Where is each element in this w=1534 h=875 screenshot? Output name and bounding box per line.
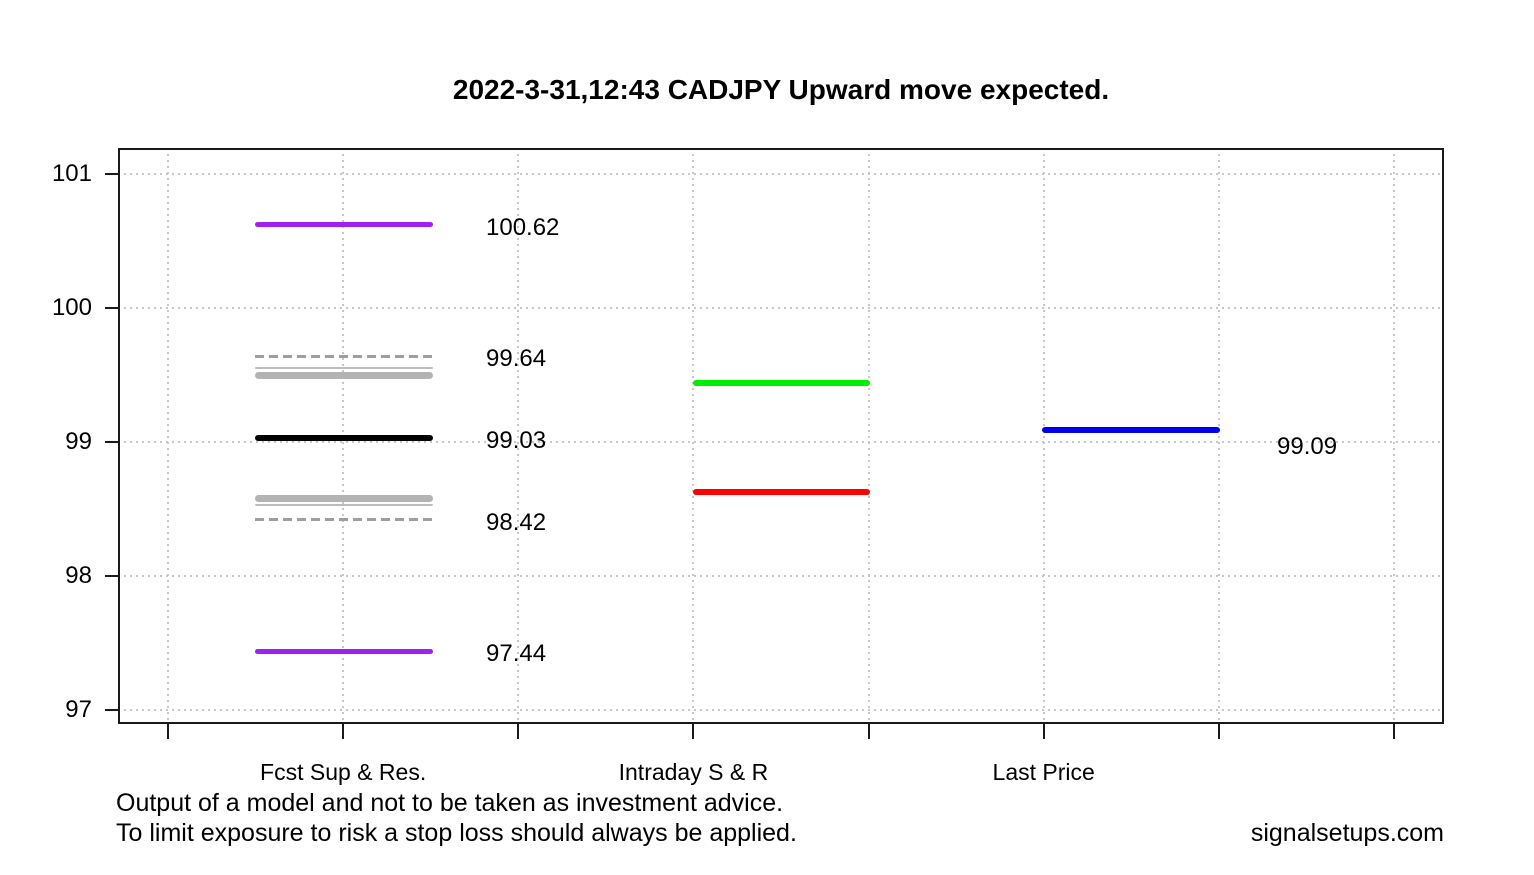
disclaimer-line-2: To limit exposure to risk a stop loss sh…	[116, 819, 797, 847]
data-segment-intraday-98.63	[693, 488, 870, 495]
data-segment-last-99.09	[1042, 426, 1220, 433]
y-axis-tick	[105, 575, 118, 577]
x-axis-category-label-fcst: Fcst Sup & Res.	[260, 759, 427, 785]
y-axis-tick	[105, 441, 118, 443]
plot-border-box	[118, 148, 1444, 724]
x-axis-tick	[867, 724, 870, 739]
x-axis-tick	[167, 724, 169, 739]
gridline-vertical	[1042, 148, 1045, 724]
data-segment-fcst-98.58	[255, 494, 433, 502]
gridline-vertical	[167, 148, 169, 724]
value-label-97.44: 97.44	[486, 640, 547, 668]
x-axis-tick	[1392, 724, 1395, 739]
data-segment-fcst-98.42	[255, 518, 433, 522]
data-segment-fcst-100.62	[255, 222, 433, 228]
data-segment-fcst-99.64	[255, 354, 433, 358]
chart-title: 2022-3-31,12:43 CADJPY Upward move expec…	[452, 74, 1110, 105]
value-label-98.42: 98.42	[486, 508, 547, 536]
value-label-100.62: 100.62	[486, 213, 560, 241]
gridline-horizontal	[118, 173, 1444, 175]
y-axis-tick-label: 101	[51, 160, 92, 187]
gridline-vertical	[692, 148, 695, 724]
gridline-vertical	[867, 148, 870, 724]
gridline-vertical	[1217, 148, 1220, 724]
y-axis-tick	[105, 173, 118, 175]
data-segment-fcst-99.5	[255, 371, 433, 379]
y-axis-tick-label: 99	[65, 428, 92, 455]
data-segment-fcst-99.55	[255, 367, 433, 370]
value-label-99.64: 99.64	[486, 345, 547, 373]
x-axis-category-label-intraday: Intraday S & R	[618, 759, 769, 785]
gridline-horizontal	[118, 307, 1444, 309]
value-label-99.09: 99.09	[1277, 432, 1338, 460]
data-segment-fcst-98.53	[255, 503, 433, 506]
gridline-vertical	[517, 148, 520, 724]
y-axis-tick	[105, 307, 118, 309]
data-segment-fcst-97.44	[255, 648, 433, 654]
watermark-signalsetups: signalsetups.com	[1250, 819, 1444, 847]
x-axis-tick	[1217, 724, 1220, 739]
gridline-horizontal	[118, 575, 1444, 577]
x-axis-tick	[1042, 724, 1045, 739]
data-segment-intraday-99.44	[693, 380, 870, 387]
y-axis-tick-label: 100	[51, 294, 92, 321]
x-axis-category-label-last: Last Price	[992, 759, 1095, 785]
y-axis-tick-label: 98	[65, 562, 92, 589]
x-axis-tick	[692, 724, 695, 739]
y-axis-tick-label: 97	[65, 696, 92, 723]
value-label-99.03: 99.03	[486, 426, 547, 454]
x-axis-tick	[517, 724, 520, 739]
disclaimer-line-1: Output of a model and not to be taken as…	[116, 789, 784, 817]
gridline-horizontal	[118, 709, 1444, 711]
gridline-horizontal	[118, 441, 1444, 443]
gridline-vertical	[1392, 148, 1395, 724]
y-axis-tick	[105, 709, 118, 711]
x-axis-tick	[342, 724, 345, 739]
data-segment-fcst-99.03	[255, 434, 433, 441]
